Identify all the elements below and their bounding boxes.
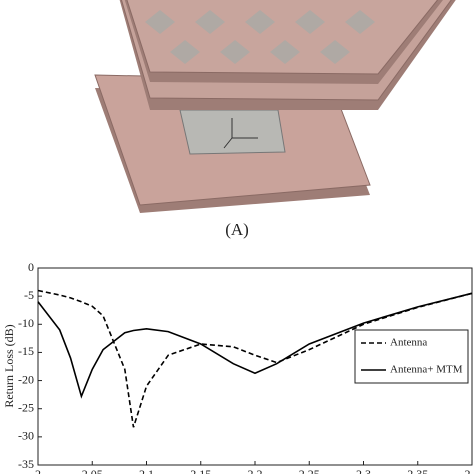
legend-label: Antenna — [390, 337, 427, 349]
caption: (A) — [225, 220, 249, 239]
x-tick-label: 2.15 — [190, 467, 211, 474]
series-line — [37, 289, 473, 428]
x-tick-label: 2.35 — [407, 467, 428, 474]
x-tick-label: 2.05 — [82, 467, 103, 474]
antenna-illustration: (A) — [94, 0, 456, 239]
x-tick-label: 2.4 — [465, 467, 474, 474]
y-tick-label: -5 — [24, 288, 34, 302]
x-tick-label: 2.1 — [139, 467, 154, 474]
y-tick-label: 0 — [28, 260, 34, 274]
legend-label: Antenna+ MTM — [390, 364, 463, 376]
y-tick-label: -20 — [18, 372, 34, 386]
y-tick-label: -15 — [18, 344, 34, 358]
x-tick-label: 2 — [35, 467, 41, 474]
x-tick-label: 2.25 — [299, 467, 320, 474]
y-tick-label: -25 — [18, 400, 34, 414]
x-tick-label: 2.2 — [248, 467, 263, 474]
series-line — [37, 292, 473, 399]
y-tick-label: -30 — [18, 429, 34, 443]
x-tick-label: 2.3 — [356, 467, 371, 474]
y-axis-label: Return Loss (dB) — [2, 324, 16, 407]
legend-box — [354, 329, 469, 384]
y-tick-label: -10 — [18, 316, 34, 330]
y-tick-label: -35 — [18, 457, 34, 471]
